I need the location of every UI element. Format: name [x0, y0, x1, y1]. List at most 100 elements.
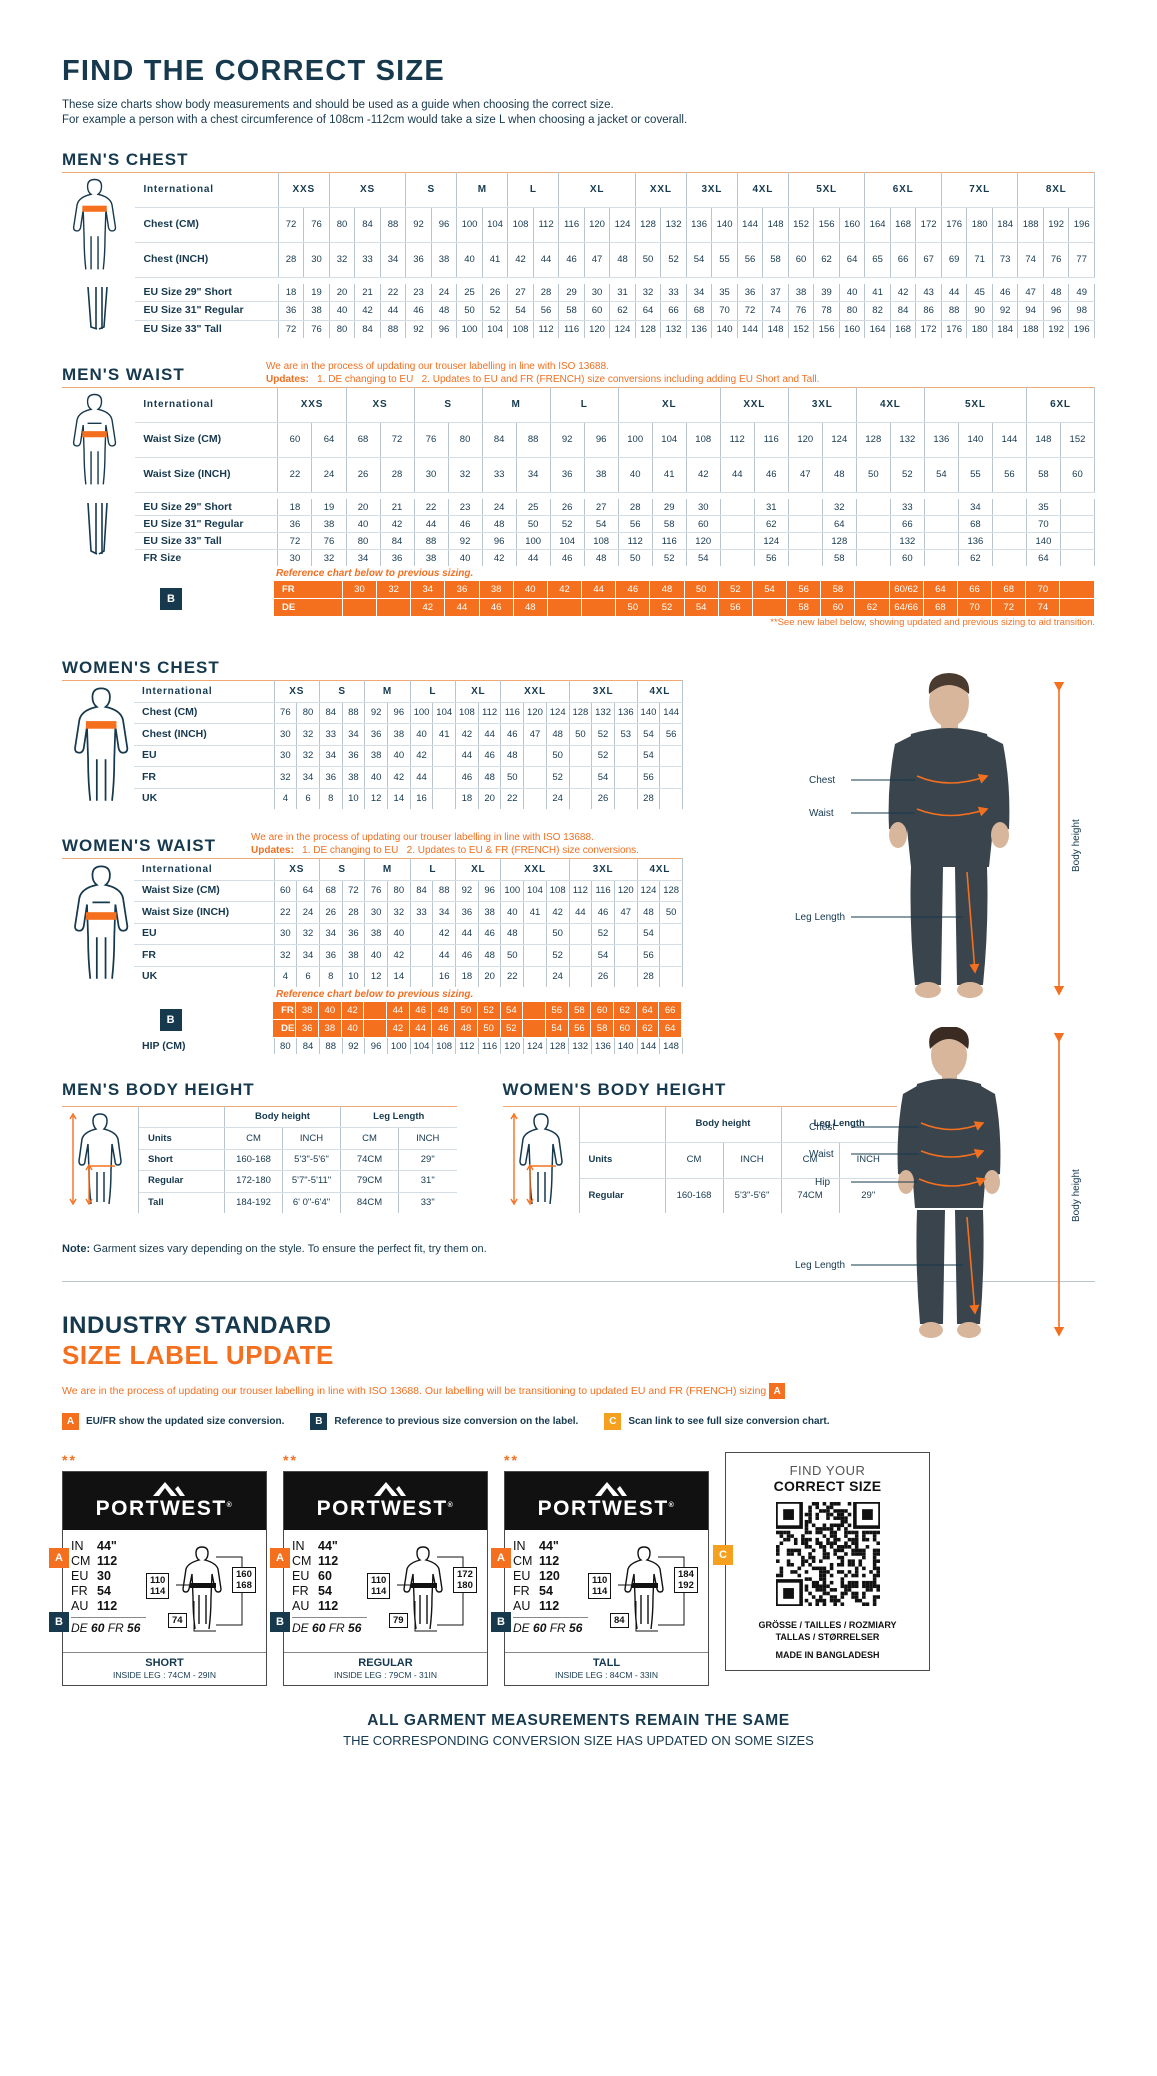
size-header-cell: XXL — [500, 680, 570, 703]
cell: 92 — [992, 301, 1019, 321]
specs-list: IN 44" CM 112 EU 30 FR 54 AU 112 — [71, 1539, 146, 1614]
ref-cell: 38 — [479, 581, 514, 599]
cell: 10 — [342, 788, 366, 809]
cell: 188 — [1017, 207, 1044, 243]
legs-outline-icon — [86, 286, 108, 330]
cell: 56 — [737, 242, 764, 278]
measure-box: 110 114 — [367, 1573, 391, 1599]
legend-badge-c: C — [604, 1413, 622, 1430]
cell: 52 — [591, 923, 615, 946]
spec-row: EU 60 — [292, 1569, 367, 1584]
spec-value: 112 — [318, 1554, 339, 1568]
cell: 120 — [500, 1038, 525, 1054]
cell: 46 — [591, 901, 615, 924]
cell: 116 — [500, 702, 525, 725]
cell: 70 — [711, 301, 738, 321]
ref-cell: 36 — [295, 1019, 319, 1038]
cell: 184 — [992, 320, 1019, 338]
cell: 28 — [342, 901, 366, 924]
cell: 76 — [303, 320, 330, 338]
registered-mark: ® — [668, 1502, 676, 1509]
cell: 54 — [637, 723, 661, 746]
made-in-text: MADE IN BANGLADESH — [775, 1650, 880, 1660]
ref-cell: 56 — [545, 1002, 569, 1020]
cell: 54 — [686, 242, 713, 278]
figure-cell — [502, 1106, 580, 1213]
de-value: 60 — [91, 1621, 105, 1635]
cell: 80 — [296, 702, 320, 725]
cell: 76 — [274, 702, 298, 725]
cell: 52 — [482, 301, 509, 321]
cell: 45 — [966, 284, 993, 303]
mens-body-height-table: Body height Leg Length Units CM INCH CM INCH Sh… — [62, 1105, 457, 1213]
final-note: Note: Garment sizes vary depending on th… — [62, 1243, 1095, 1255]
row-label: Waist Size (CM) — [135, 422, 279, 458]
cell — [614, 788, 638, 809]
cell: 60 — [584, 301, 611, 321]
cell: 30 — [274, 923, 298, 946]
figure-cell — [62, 1038, 134, 1054]
fit-name: REGULAR — [284, 1652, 487, 1670]
cell: 40 — [618, 457, 653, 493]
cell: 41 — [864, 284, 891, 303]
cell: 44 — [432, 944, 457, 967]
size-header-cell: M — [364, 858, 411, 881]
cell: 10 — [342, 966, 366, 987]
cell: 100 — [387, 1038, 411, 1054]
table-row: Units CM INCH CM INCH — [503, 1142, 897, 1179]
cell: 160-168 — [665, 1178, 724, 1213]
cell: 96 — [1043, 301, 1070, 321]
cell: 92 — [455, 880, 479, 903]
cell: 32 — [448, 457, 483, 493]
mens-waist-table: International XXS XS S M L XL XXL 3XL 4XL 5XL 6XL Wa… — [62, 387, 1096, 566]
spec-row: EU 120 — [513, 1569, 588, 1584]
cell: 18 — [277, 499, 313, 516]
cell: 71 — [966, 242, 993, 278]
legend-text-a: EU/FR show the updated size conversion. — [86, 1416, 285, 1427]
cell: 28 — [637, 788, 661, 809]
cell: 50 — [659, 901, 683, 924]
cell: 29 — [558, 284, 585, 303]
spec-value: 112 — [97, 1554, 118, 1568]
ref-cell: 40 — [341, 1019, 365, 1038]
ref-cell: 42 — [547, 581, 583, 599]
cell: 28 — [278, 242, 305, 278]
ref-cell: 50 — [684, 581, 719, 599]
ref-cell: 38 — [295, 1002, 319, 1020]
cell: 42 — [890, 284, 917, 303]
group-header: Leg Length — [781, 1106, 897, 1143]
mens-chest-table: International XXS XS S M L XL XXL 3XL 4XL 5XL 6XL 7X… — [62, 172, 1095, 338]
ref-cell: 46 — [615, 581, 651, 599]
cell: 112 — [533, 320, 560, 338]
portwest-chevron-icon — [152, 1482, 185, 1496]
spec-value: 44" — [539, 1539, 559, 1553]
cell: 38 — [414, 549, 449, 566]
cell: 56 — [659, 723, 683, 746]
ref-cell: 62 — [613, 1002, 637, 1020]
measure-box: 84 — [610, 1613, 629, 1628]
spec-value: 54 — [318, 1584, 332, 1598]
cell: 144 — [992, 422, 1027, 458]
cell — [788, 549, 823, 566]
cell: 41 — [482, 242, 509, 278]
cell: 32 — [274, 944, 298, 967]
cell: 74CM — [340, 1149, 399, 1172]
cell: 46 — [478, 923, 502, 946]
label-specs: IN 44" CM 112 EU 30 FR 54 AU 112 DE 60 FR 56 — [71, 1539, 146, 1648]
cell: 184-192 — [224, 1192, 283, 1213]
cell: 100 — [618, 422, 653, 458]
cell: 66 — [890, 515, 925, 533]
cell: 34 — [686, 284, 713, 303]
row-label: Waist Size (CM) — [134, 880, 275, 903]
table-row: EU 30 32 34 36 38 40 42 44 46 48 50 52 54 — [62, 745, 683, 768]
spec-value: 112 — [318, 1599, 339, 1613]
legend-badge-b: B — [310, 1413, 328, 1430]
cell: 54 — [637, 923, 661, 946]
ref-cell: 50 — [615, 598, 651, 617]
size-header-cell: XS — [274, 858, 320, 881]
row-label: EU Size 33" Tall — [135, 320, 279, 338]
cell: 136 — [686, 320, 713, 338]
spec-value: 54 — [539, 1584, 553, 1598]
cell: 19 — [303, 284, 330, 303]
cell: 76 — [788, 301, 815, 321]
